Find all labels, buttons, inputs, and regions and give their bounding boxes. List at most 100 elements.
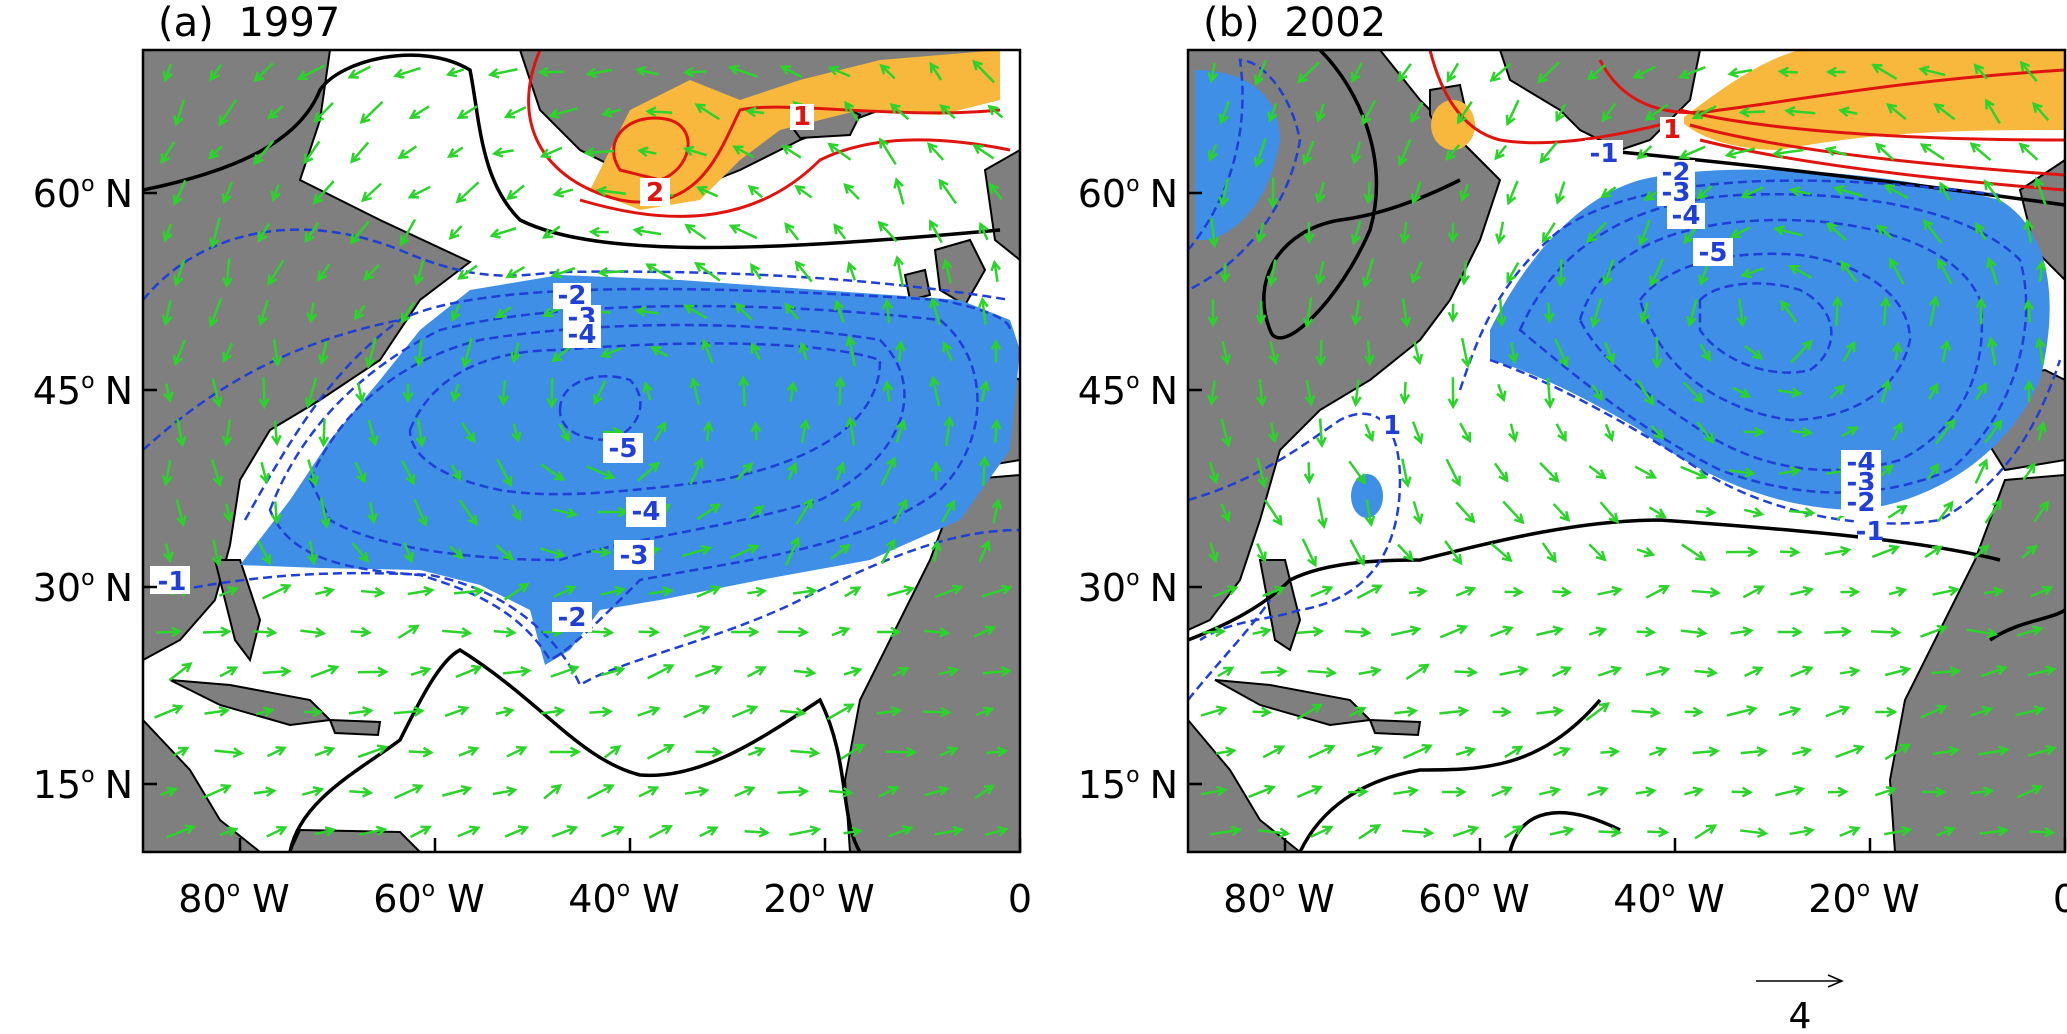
wind-vector — [1884, 665, 1912, 677]
svg-text:-2: -2 — [1847, 488, 1876, 518]
wind-vector — [304, 377, 318, 409]
wind-vector — [173, 99, 186, 127]
wind-vector — [747, 184, 764, 199]
wind-vector — [492, 785, 518, 797]
reference-vector: 4 — [1756, 974, 1844, 1034]
wind-vector — [592, 380, 607, 406]
wind-vector — [491, 147, 514, 158]
wind-vector — [834, 376, 846, 406]
wind-vector — [1439, 624, 1469, 639]
wind-vector — [1835, 744, 1865, 759]
wind-vector — [1636, 547, 1656, 558]
wind-vector — [1829, 384, 1846, 399]
wind-vector — [1588, 465, 1607, 480]
wind-vector — [304, 222, 320, 244]
wind-vector — [888, 825, 914, 838]
wind-vector — [1887, 504, 1908, 519]
wind-vector — [1554, 181, 1566, 205]
wind-vector — [990, 418, 1002, 444]
wind-vector — [540, 547, 566, 559]
wind-vector — [271, 339, 283, 368]
wind-vector — [833, 299, 845, 323]
wind-vector — [1591, 384, 1603, 402]
wind-vector — [877, 626, 902, 638]
x-tick-label: 80o W — [1223, 877, 1334, 921]
wind-vector — [1215, 746, 1237, 758]
wind-vector — [1777, 66, 1798, 78]
wind-vector — [1350, 141, 1362, 165]
wind-vector — [844, 100, 860, 122]
wind-vector — [495, 544, 514, 561]
wind-vector — [1694, 824, 1718, 840]
wind-vector — [1252, 626, 1272, 638]
x-tick-label: 40o W — [1613, 877, 1724, 921]
wind-vector — [1410, 181, 1422, 205]
wind-vector — [702, 420, 714, 441]
wind-vector — [537, 66, 564, 78]
wind-vector — [503, 582, 530, 601]
wind-vector — [981, 584, 1013, 598]
wind-vector — [540, 706, 566, 717]
wind-vector — [878, 785, 900, 798]
svg-text:-4: -4 — [1672, 201, 1701, 231]
wind-vector — [1790, 665, 1814, 678]
wind-vector — [1686, 298, 1698, 328]
wind-vector — [1973, 544, 1990, 559]
wind-vector — [1742, 585, 1765, 599]
wind-vector — [1508, 423, 1519, 443]
wind-vector — [253, 62, 274, 83]
contour-label: 1 — [790, 102, 814, 132]
wind-vector — [1870, 626, 1902, 638]
wind-vector — [780, 144, 802, 159]
wind-vector — [1789, 186, 1811, 197]
wind-vector — [638, 785, 660, 798]
wind-vector — [1348, 460, 1367, 485]
wind-vector — [1824, 545, 1852, 557]
wind-vector — [255, 706, 275, 718]
wind-vector — [1922, 218, 1943, 244]
wind-vector — [1315, 339, 1327, 367]
panel-letter: (a) — [158, 0, 214, 46]
wind-vector — [450, 383, 462, 403]
wind-vector — [350, 141, 370, 164]
wind-vector — [1891, 341, 1903, 361]
wind-vector — [750, 342, 761, 360]
panel-title: (b) 2002 — [1203, 0, 1386, 46]
wind-vector — [360, 182, 382, 203]
wind-vector — [2029, 826, 2056, 838]
wind-vector — [1790, 339, 1813, 364]
wind-vector — [731, 704, 759, 719]
wind-vector — [214, 747, 244, 759]
wind-vector — [348, 706, 374, 717]
wind-vector — [1364, 499, 1376, 527]
wind-vector — [1553, 746, 1571, 757]
wind-vector — [317, 340, 329, 366]
wind-vector — [1880, 378, 1892, 404]
wind-vector — [1307, 667, 1338, 678]
wind-vector — [270, 501, 282, 526]
wind-vector — [1447, 223, 1459, 244]
wind-vector — [1207, 380, 1218, 407]
wind-vector — [1555, 103, 1567, 123]
wind-vector — [982, 665, 1012, 677]
wind-vector — [1736, 298, 1748, 328]
wind-vector — [1975, 296, 1987, 325]
wind-vector — [1648, 506, 1667, 519]
wind-vector — [2030, 585, 2054, 598]
wind-vector — [495, 706, 515, 718]
wind-vector — [1397, 63, 1412, 83]
wind-vector — [359, 100, 384, 125]
wind-vector — [399, 218, 417, 247]
wind-vector — [357, 744, 389, 759]
svg-text:-1: -1 — [1856, 517, 1885, 547]
wind-vector — [1724, 147, 1756, 159]
wind-vector — [979, 379, 990, 402]
wind-vector — [1494, 144, 1507, 161]
wind-vector — [445, 67, 465, 78]
wind-vector — [1402, 743, 1433, 760]
wind-vector — [1460, 337, 1472, 369]
wind-vector — [1932, 585, 1960, 597]
positive-contours — [1428, 50, 2065, 192]
wind-vector — [262, 666, 292, 678]
svg-text:-2: -2 — [558, 603, 587, 633]
